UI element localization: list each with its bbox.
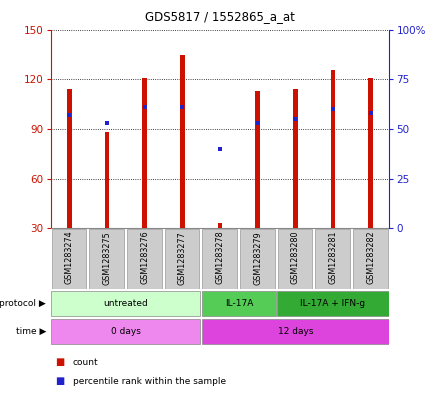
Bar [89,229,124,288]
Bar [240,229,275,288]
Text: GSM1283278: GSM1283278 [216,231,224,285]
Bar [202,229,237,288]
Bar [51,319,201,344]
Bar [67,90,72,228]
Text: untreated: untreated [103,299,148,308]
Text: 0 days: 0 days [111,327,141,336]
Text: GSM1283276: GSM1283276 [140,231,149,285]
Bar [165,229,199,288]
Bar [278,229,312,288]
Text: count: count [73,358,98,367]
Text: percentile rank within the sample: percentile rank within the sample [73,377,226,386]
Bar [331,70,335,228]
Bar [127,229,161,288]
Bar [51,291,201,316]
Bar [255,91,260,228]
Text: GDS5817 / 1552865_a_at: GDS5817 / 1552865_a_at [145,10,295,23]
Text: time ▶: time ▶ [16,327,46,336]
Text: GSM1283274: GSM1283274 [65,231,74,285]
Bar [315,229,350,288]
Bar [368,78,373,228]
Text: protocol ▶: protocol ▶ [0,299,46,308]
Text: GSM1283282: GSM1283282 [366,231,375,285]
Bar [202,291,276,316]
Text: ■: ■ [55,357,64,367]
Text: 12 days: 12 days [278,327,313,336]
Bar [143,78,147,228]
Text: IL-17A + IFN-g: IL-17A + IFN-g [301,299,366,308]
Bar [353,229,388,288]
Bar [202,319,389,344]
Text: GSM1283280: GSM1283280 [291,231,300,284]
Bar [277,291,389,316]
Text: GSM1283275: GSM1283275 [103,231,112,285]
Bar [52,229,86,288]
Bar [218,223,222,228]
Bar [180,55,185,228]
Text: IL-17A: IL-17A [225,299,253,308]
Bar [105,132,109,228]
Text: ■: ■ [55,376,64,386]
Text: GSM1283281: GSM1283281 [328,231,337,284]
Bar [293,90,297,228]
Text: GSM1283277: GSM1283277 [178,231,187,285]
Text: GSM1283279: GSM1283279 [253,231,262,285]
